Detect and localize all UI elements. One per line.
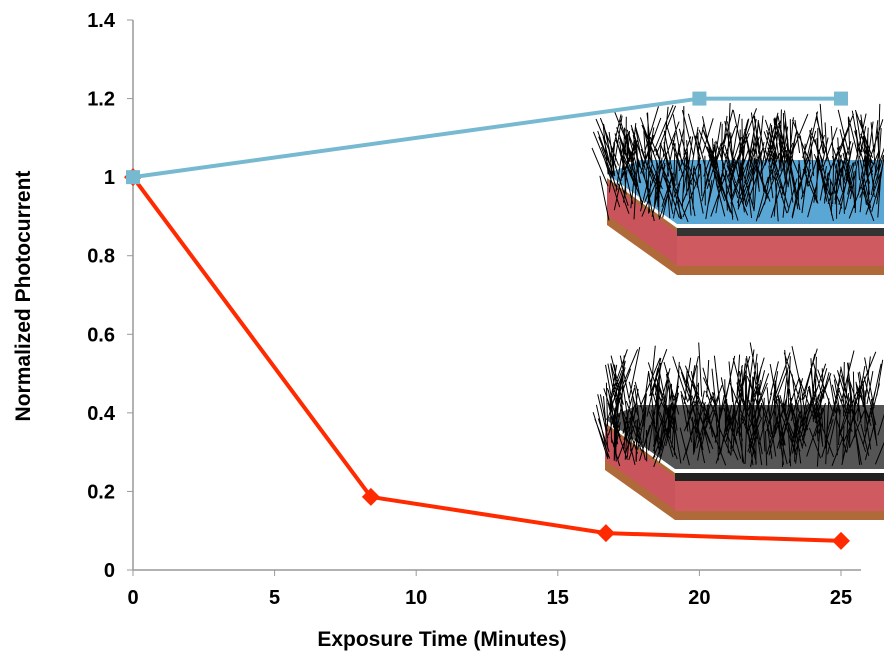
x-tick-label: 0	[127, 587, 138, 609]
nanowires	[592, 342, 884, 468]
x-axis-title: Exposure Time (Minutes)	[317, 628, 566, 651]
x-tick-label: 10	[405, 587, 427, 609]
y-tick-label: 1.2	[87, 89, 115, 111]
y-tick-label: 0.6	[87, 324, 115, 346]
series-line	[131, 175, 842, 543]
slab-front	[675, 481, 884, 511]
y-tick-label: 1	[104, 167, 115, 189]
slab-front	[675, 473, 884, 481]
y-tick-label: 0.4	[87, 403, 116, 425]
nanowires	[591, 102, 884, 223]
marker	[596, 524, 615, 543]
slab-front	[677, 228, 884, 236]
x-tick-label: 15	[547, 587, 569, 609]
marker	[692, 91, 707, 106]
marker	[832, 531, 850, 550]
y-tick-label: 0.2	[87, 481, 115, 503]
x-tick-label: 20	[688, 587, 710, 609]
y-tick-label: 1.4	[87, 10, 116, 32]
inset-illustrations	[591, 102, 884, 520]
x-tick-label: 5	[269, 587, 280, 609]
x-tick-label: 25	[830, 587, 852, 609]
y-tick-label: 0.8	[87, 246, 115, 268]
marker	[834, 91, 848, 106]
slab-front	[677, 236, 884, 266]
slab-side	[607, 182, 677, 265]
marker	[361, 487, 380, 506]
y-axis-title: Normalized Photocurrent	[12, 171, 35, 422]
y-tick-label: 0	[104, 560, 115, 582]
inset-coated	[591, 102, 884, 275]
marker	[126, 170, 140, 185]
inset-uncoated	[592, 342, 884, 520]
